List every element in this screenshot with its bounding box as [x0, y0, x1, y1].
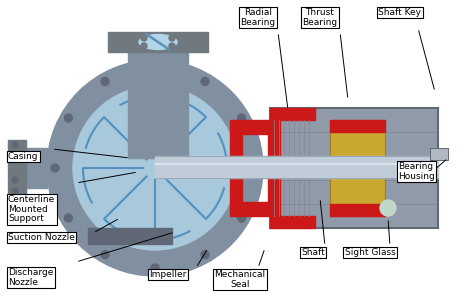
- Text: Shaft Key: Shaft Key: [379, 8, 421, 17]
- Circle shape: [64, 214, 73, 222]
- Circle shape: [201, 251, 209, 259]
- Circle shape: [73, 86, 237, 250]
- Polygon shape: [330, 120, 385, 132]
- FancyBboxPatch shape: [430, 148, 448, 160]
- Text: Sight Glass: Sight Glass: [345, 248, 395, 257]
- Circle shape: [101, 77, 109, 85]
- Circle shape: [169, 43, 175, 49]
- Circle shape: [141, 43, 147, 49]
- Polygon shape: [268, 134, 280, 202]
- Circle shape: [12, 153, 18, 159]
- Text: Thrust
Bearing: Thrust Bearing: [302, 8, 337, 27]
- Polygon shape: [230, 202, 280, 216]
- Text: Casing: Casing: [8, 152, 38, 161]
- Circle shape: [151, 264, 159, 272]
- Circle shape: [12, 177, 18, 183]
- Circle shape: [251, 164, 259, 172]
- Polygon shape: [108, 32, 208, 52]
- Circle shape: [131, 35, 137, 41]
- Circle shape: [141, 35, 147, 41]
- Text: Shaft: Shaft: [301, 248, 325, 257]
- FancyBboxPatch shape: [270, 108, 438, 228]
- Circle shape: [101, 251, 109, 259]
- Polygon shape: [230, 120, 280, 134]
- Circle shape: [12, 142, 18, 148]
- Text: Radial
Bearing: Radial Bearing: [240, 8, 275, 27]
- Circle shape: [179, 35, 185, 41]
- Polygon shape: [155, 156, 438, 178]
- Text: Suction Nozzle: Suction Nozzle: [8, 233, 75, 242]
- Circle shape: [380, 200, 396, 216]
- Circle shape: [51, 164, 59, 172]
- Text: Mechanical
Seal: Mechanical Seal: [214, 270, 265, 289]
- Polygon shape: [88, 228, 172, 244]
- Text: Centerline
Mounted
Support: Centerline Mounted Support: [8, 195, 55, 223]
- FancyBboxPatch shape: [330, 120, 385, 216]
- Text: Bearing
Housing: Bearing Housing: [398, 162, 435, 181]
- Circle shape: [12, 188, 18, 194]
- Circle shape: [151, 64, 159, 72]
- Circle shape: [131, 43, 137, 49]
- Circle shape: [237, 214, 246, 222]
- Circle shape: [169, 35, 175, 41]
- Text: Discharge
Nozzle: Discharge Nozzle: [8, 268, 54, 287]
- Polygon shape: [330, 204, 385, 216]
- Circle shape: [47, 60, 263, 276]
- Polygon shape: [22, 148, 47, 188]
- Polygon shape: [270, 216, 315, 228]
- Polygon shape: [230, 134, 242, 202]
- Circle shape: [179, 43, 185, 49]
- Polygon shape: [8, 140, 26, 196]
- Polygon shape: [270, 108, 315, 120]
- Circle shape: [237, 114, 246, 122]
- Text: Impeller: Impeller: [149, 270, 187, 279]
- Ellipse shape: [139, 34, 177, 50]
- Polygon shape: [128, 52, 188, 158]
- Circle shape: [201, 77, 209, 85]
- Circle shape: [64, 114, 73, 122]
